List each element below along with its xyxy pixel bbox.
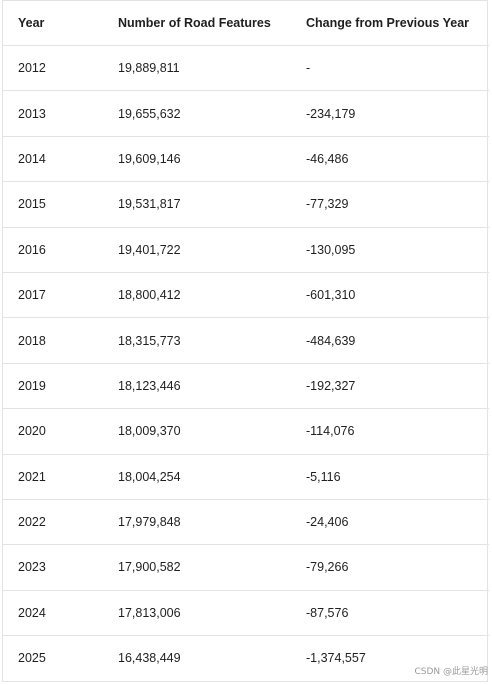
cell-change: -46,486	[291, 136, 489, 183]
table-body: 2012 19,889,811 - 2013 19,655,632 -234,1…	[3, 45, 489, 681]
cell-change: -234,179	[291, 90, 489, 137]
cell-road-features: 18,009,370	[103, 408, 291, 455]
cell-year: 2015	[3, 181, 103, 228]
cell-road-features: 18,123,446	[103, 363, 291, 410]
cell-road-features: 18,800,412	[103, 272, 291, 319]
table-row: 2014 19,609,146 -46,486	[3, 136, 489, 183]
header-change: Change from Previous Year	[291, 1, 489, 46]
cell-road-features: 17,979,848	[103, 499, 291, 546]
cell-year: 2018	[3, 317, 103, 364]
cell-year: 2014	[3, 136, 103, 183]
cell-year: 2016	[3, 227, 103, 273]
cell-road-features: 16,438,449	[118, 651, 181, 666]
table-row: 2017 18,800,412 -601,310	[3, 272, 489, 319]
header-road-features: Number of Road Features	[103, 1, 291, 46]
table-row: 2021 18,004,254 -5,116	[3, 454, 489, 500]
cell-road-features: 18,004,254	[103, 454, 291, 500]
cell-year: 2020	[3, 408, 103, 455]
cell-road-features: 19,655,632	[103, 90, 291, 137]
cell-road-features: 19,401,722	[103, 227, 291, 273]
table-header: Year Number of Road Features Change from…	[3, 1, 489, 46]
cell-change: -77,329	[291, 181, 489, 228]
table-row: 2019 18,123,446 -192,327	[3, 363, 489, 410]
cell-change: -79,266	[291, 544, 489, 591]
table-row: 2018 18,315,773 -484,639	[3, 317, 489, 364]
cell-change: -484,639	[291, 317, 489, 364]
table-row: 2024 17,813,006 -87,576	[3, 590, 489, 637]
cell-change: -1,374,557	[306, 651, 366, 666]
header-year: Year	[3, 1, 103, 46]
table-row: 2013 19,655,632 -234,179	[3, 90, 489, 137]
cell-year: 2019	[3, 363, 103, 410]
cell-change: -24,406	[291, 499, 489, 546]
cell-road-features: 17,813,006	[103, 590, 291, 637]
table-row: 2015 19,531,817 -77,329	[3, 181, 489, 228]
cell-change: -601,310	[291, 272, 489, 319]
table-row: 2020 18,009,370 -114,076	[3, 408, 489, 455]
cell-road-features: 19,609,146	[103, 136, 291, 183]
table-row: 2012 19,889,811 -	[3, 45, 489, 92]
table-row: 2022 17,979,848 -24,406	[3, 499, 489, 546]
cell-year: 2021	[3, 454, 103, 500]
header-row: Year Number of Road Features Change from…	[3, 1, 489, 46]
table-row: 2025 16,438,449 -1,374,557	[3, 636, 489, 681]
cell-change: -114,076	[291, 408, 489, 455]
cell-year: 2012	[3, 45, 103, 92]
table-row: 2023 17,900,582 -79,266	[3, 544, 489, 591]
cell-change: -87,576	[291, 590, 489, 637]
cell-year: 2025	[18, 651, 46, 666]
cell-change: -192,327	[291, 363, 489, 410]
cell-road-features: 18,315,773	[103, 317, 291, 364]
cell-road-features: 19,531,817	[103, 181, 291, 228]
cell-change: -	[291, 45, 489, 92]
watermark: CSDN @此星光明	[414, 667, 488, 677]
cell-year: 2013	[3, 90, 103, 137]
cell-change: -5,116	[291, 454, 489, 500]
cell-year: 2024	[3, 590, 103, 637]
table-row: 2016 19,401,722 -130,095	[3, 227, 489, 273]
cell-year: 2022	[3, 499, 103, 546]
cell-year: 2017	[3, 272, 103, 319]
cell-change: -130,095	[291, 227, 489, 273]
cell-road-features: 17,900,582	[103, 544, 291, 591]
road-features-table: Year Number of Road Features Change from…	[3, 1, 489, 680]
cell-road-features: 19,889,811	[103, 45, 291, 92]
cell-year: 2023	[3, 544, 103, 591]
